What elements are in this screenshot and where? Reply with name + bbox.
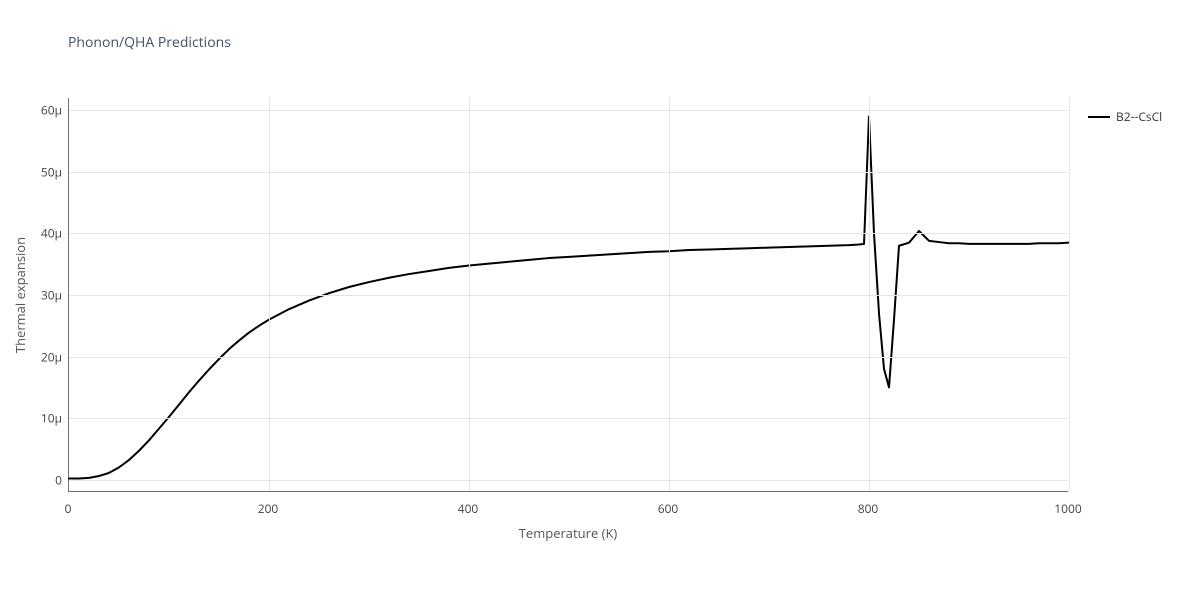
grid-line-horizontal xyxy=(69,418,1068,419)
y-tick-label: 50μ xyxy=(34,163,62,180)
y-axis-label: Thermal expansion xyxy=(11,237,29,353)
x-tick-label: 600 xyxy=(658,500,679,517)
y-tick-label: 20μ xyxy=(34,348,62,365)
legend-swatch xyxy=(1088,116,1110,118)
x-tick-label: 0 xyxy=(65,500,72,517)
x-axis-label: Temperature (K) xyxy=(519,524,618,542)
y-tick-label: 10μ xyxy=(34,410,62,427)
legend: B2--CsCl xyxy=(1088,108,1162,125)
grid-line-horizontal xyxy=(69,357,1068,358)
x-tick-label: 800 xyxy=(858,500,879,517)
y-tick-label: 0 xyxy=(34,471,62,488)
y-tick-label: 60μ xyxy=(34,102,62,119)
x-tick-label: 400 xyxy=(458,500,479,517)
grid-line-horizontal xyxy=(69,172,1068,173)
x-tick-label: 1000 xyxy=(1054,500,1081,517)
grid-line-horizontal xyxy=(69,295,1068,296)
plot-area xyxy=(68,98,1068,492)
chart-title: Phonon/QHA Predictions xyxy=(68,33,231,52)
chart-root: { "chart": { "type": "line", "title": "P… xyxy=(0,0,1200,600)
grid-line-horizontal xyxy=(69,233,1068,234)
grid-line-horizontal xyxy=(69,110,1068,111)
grid-line-vertical xyxy=(1069,98,1070,491)
grid-line-horizontal xyxy=(69,480,1068,481)
x-tick-label: 200 xyxy=(258,500,279,517)
y-tick-label: 30μ xyxy=(34,287,62,304)
y-tick-label: 40μ xyxy=(34,225,62,242)
legend-label: B2--CsCl xyxy=(1116,108,1162,125)
series-line xyxy=(69,116,1069,478)
